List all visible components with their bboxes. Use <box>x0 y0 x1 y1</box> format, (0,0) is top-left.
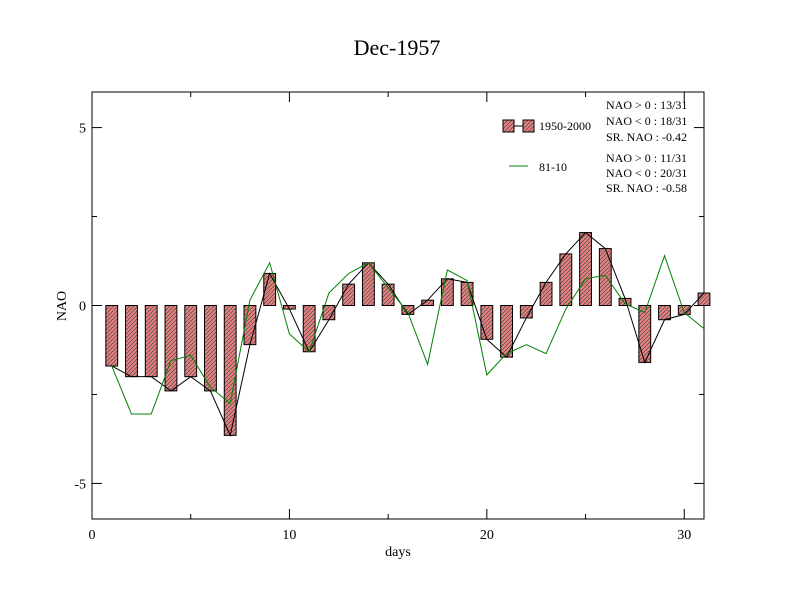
legend: 1950-2000 81-10 NAO > 0 : 13/31 NAO < 0 … <box>502 98 687 195</box>
bar-day-5 <box>184 305 198 378</box>
bar-day-29 <box>658 305 671 321</box>
bar-day-8 <box>243 305 257 346</box>
bar-day-1 <box>105 305 119 367</box>
bar-day-14 <box>361 262 375 306</box>
bar-day-26 <box>598 248 612 306</box>
stats-line-5: NAO < 0 : 20/31 <box>606 166 687 180</box>
stats-line-4: NAO > 0 : 11/31 <box>606 151 687 165</box>
legend-label-81-10: 81-10 <box>539 160 567 174</box>
series-line-1950-2000 <box>111 231 705 437</box>
y-axis-label: NAO <box>55 291 70 321</box>
legend-bar-swatch-right <box>522 119 535 133</box>
x-tick-label: 20 <box>480 528 494 543</box>
x-tick-label: 10 <box>282 528 296 543</box>
bar-day-22 <box>519 305 533 319</box>
series-line-81-10 <box>111 254 705 415</box>
bar-day-6 <box>204 305 217 392</box>
line-series <box>111 231 705 437</box>
axis-ticks: 0 10 20 30 -5 0 5 <box>74 92 704 543</box>
stats-line-1: NAO > 0 : 13/31 <box>606 98 687 112</box>
stats-line-3: SR. NAO : -0.42 <box>606 130 687 144</box>
bar-series-1950-2000 <box>105 232 711 436</box>
chart-title: Dec-1957 <box>354 35 441 60</box>
bar-day-2 <box>125 305 138 378</box>
legend-label-1950-2000: 1950-2000 <box>539 119 591 133</box>
bar-day-23 <box>539 281 553 306</box>
bar-day-4 <box>164 305 178 392</box>
legend-bar-swatch-left <box>502 119 515 133</box>
bar-day-20 <box>480 305 494 340</box>
y-tick-label: -5 <box>74 477 86 492</box>
bar-day-13 <box>342 283 356 306</box>
bar-day-31 <box>697 292 711 307</box>
stats-line-2: NAO < 0 : 18/31 <box>606 114 687 128</box>
stats-line-6: SR. NAO : -0.58 <box>606 181 687 195</box>
x-tick-label: 0 <box>89 528 96 543</box>
x-tick-label: 30 <box>677 528 691 543</box>
y-tick-label: 0 <box>79 300 86 315</box>
y-tick-label: 5 <box>79 122 86 137</box>
bar-day-24 <box>559 253 573 306</box>
bar-day-25 <box>579 232 592 306</box>
bar-day-3 <box>144 305 158 378</box>
x-axis-label: days <box>385 545 411 560</box>
